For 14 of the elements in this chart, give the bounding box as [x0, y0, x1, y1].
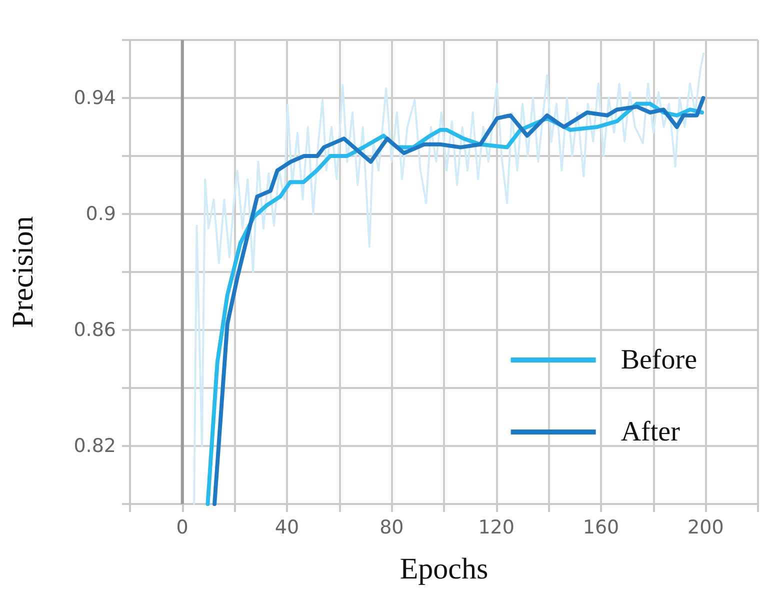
y-axis-title: Precision	[6, 216, 40, 328]
x-tick-label: 40	[274, 516, 300, 538]
y-tick-label: 0.94	[74, 87, 116, 109]
x-tick-label: 120	[478, 516, 514, 538]
x-tick-label: 200	[688, 516, 724, 538]
x-tick-label: 80	[380, 516, 404, 538]
x-axis-title: Epochs	[400, 552, 488, 586]
legend-label: After	[620, 416, 681, 448]
y-tick-label: 0.9	[86, 203, 116, 225]
legend-label: Before	[620, 344, 698, 376]
y-tick-label: 0.86	[74, 319, 116, 341]
y-tick-label: 0.82	[74, 435, 116, 457]
x-tick-label: 160	[582, 516, 620, 538]
x-tick-label: 0	[176, 516, 188, 538]
